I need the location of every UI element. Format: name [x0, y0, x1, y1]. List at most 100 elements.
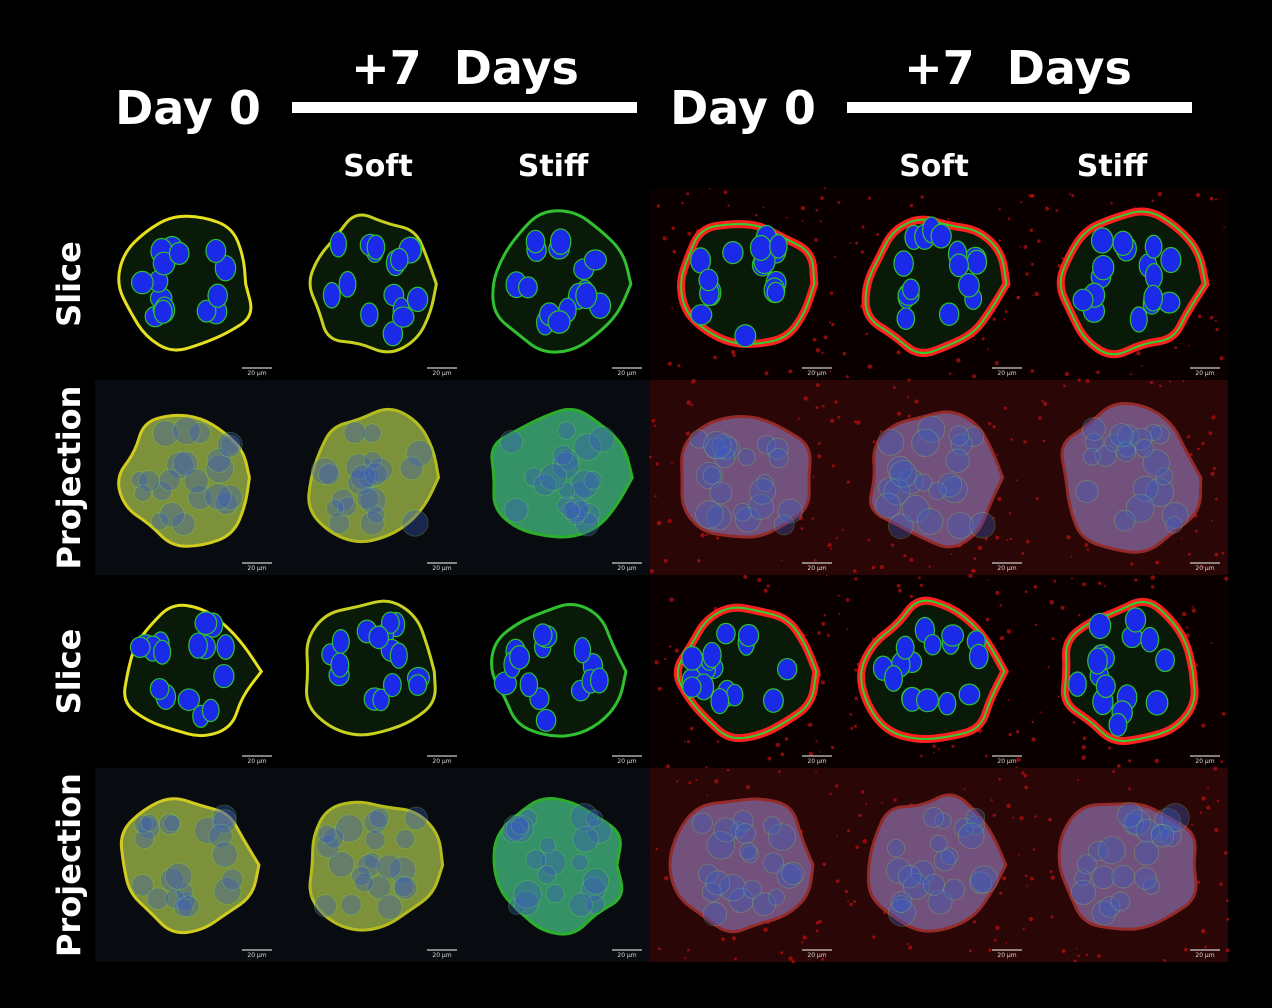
speckle — [998, 777, 1002, 781]
speckle — [1034, 815, 1037, 818]
speckle — [814, 558, 817, 562]
cell — [583, 471, 603, 490]
speckle — [1078, 614, 1081, 617]
panel: 20 µm — [465, 768, 650, 962]
cell — [569, 803, 599, 832]
speckle — [820, 196, 824, 200]
speckle — [687, 948, 690, 952]
speckle — [732, 353, 736, 358]
cell — [539, 463, 568, 492]
cell — [781, 861, 805, 886]
speckle — [1151, 585, 1155, 589]
speckle — [858, 813, 862, 818]
speckle — [812, 475, 815, 478]
cell-cluster — [1060, 402, 1203, 554]
speckle — [815, 740, 818, 743]
speckle — [808, 751, 814, 757]
nucleus — [895, 635, 915, 660]
cell — [1132, 475, 1159, 502]
speckle — [1182, 380, 1185, 383]
cell — [940, 847, 959, 866]
cell — [730, 821, 747, 839]
speckle — [852, 569, 857, 573]
speckle — [853, 420, 857, 424]
speckle — [992, 813, 997, 817]
cell — [970, 865, 999, 894]
nucleus — [966, 249, 988, 275]
speckle — [1070, 555, 1073, 558]
speckle — [956, 358, 961, 363]
nucleus — [547, 310, 571, 334]
speckle — [846, 628, 849, 631]
cell — [1084, 432, 1104, 452]
speckle — [1010, 438, 1013, 441]
speckle — [1214, 552, 1219, 557]
speckle — [1042, 439, 1046, 443]
speckle — [671, 462, 673, 464]
speckle — [1034, 623, 1038, 627]
speckle — [689, 726, 694, 731]
nucleus — [749, 234, 772, 262]
cell — [311, 457, 339, 486]
speckle — [1224, 851, 1228, 855]
cell — [164, 888, 186, 909]
speckle — [849, 713, 853, 716]
cell — [152, 420, 179, 447]
speckle — [651, 418, 656, 423]
cell — [367, 457, 393, 483]
speckle — [817, 454, 822, 459]
cell — [568, 892, 594, 917]
cell — [733, 502, 752, 522]
cell — [363, 810, 388, 834]
nucleus — [722, 241, 744, 265]
nucleus — [201, 698, 220, 723]
speckle — [1208, 431, 1213, 436]
nucleus — [213, 663, 235, 689]
cell — [551, 451, 580, 480]
speckle — [1032, 848, 1036, 851]
speckle — [896, 350, 901, 355]
cell — [570, 469, 600, 499]
cell — [130, 470, 149, 489]
speckle — [918, 576, 921, 580]
cell — [943, 878, 965, 901]
nucleus — [884, 665, 903, 692]
cell — [140, 813, 159, 832]
speckle — [1219, 356, 1224, 361]
speckle — [893, 798, 897, 802]
speckle — [1130, 562, 1134, 566]
speckle — [1077, 779, 1080, 782]
nucleus — [1140, 626, 1160, 653]
cell — [150, 512, 169, 531]
cell — [1116, 424, 1140, 447]
speckle — [1197, 314, 1202, 319]
speckle — [988, 948, 992, 952]
speckle — [1192, 605, 1194, 608]
cell — [518, 808, 538, 828]
cell — [214, 492, 238, 516]
speckle — [700, 533, 705, 538]
panel: 20 µm — [465, 380, 650, 575]
nucleus — [168, 241, 190, 266]
speckle — [1215, 327, 1219, 332]
cell — [1122, 812, 1145, 835]
speckle — [837, 594, 840, 597]
speckle — [685, 431, 691, 436]
speckle — [830, 745, 835, 750]
day0-header: Day 0 — [670, 81, 816, 135]
speckle — [788, 956, 793, 961]
speckle — [1211, 415, 1216, 420]
speckle — [1008, 511, 1012, 515]
speckle — [854, 696, 859, 701]
speckle — [1024, 590, 1028, 594]
nucleus — [1129, 306, 1148, 333]
panel: 20 µm — [280, 575, 465, 768]
speckle — [860, 250, 865, 254]
speckle — [654, 660, 659, 665]
speckle — [1206, 805, 1211, 810]
row-label: Projection — [50, 773, 88, 957]
cell — [158, 813, 181, 836]
cell — [752, 892, 777, 917]
cell — [1142, 877, 1160, 895]
membrane — [1063, 600, 1196, 742]
